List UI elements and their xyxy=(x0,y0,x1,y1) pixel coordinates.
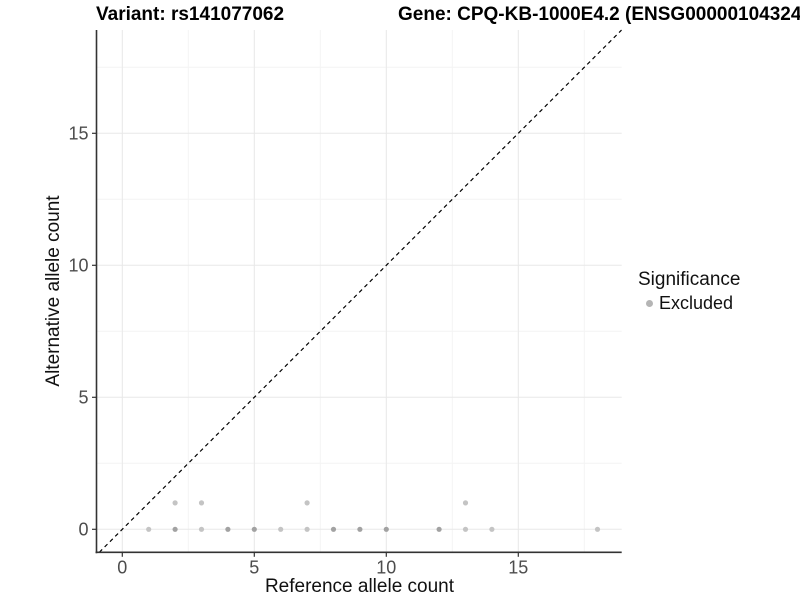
x-tick-label: 0 xyxy=(117,557,127,577)
data-point xyxy=(436,526,442,532)
data-point xyxy=(278,526,284,532)
legend-title: Significance xyxy=(638,269,741,290)
data-point xyxy=(489,526,495,532)
data-point xyxy=(330,526,337,532)
identity-line xyxy=(98,29,622,553)
data-point xyxy=(146,526,152,532)
data-point xyxy=(172,500,178,506)
x-tick-label: 5 xyxy=(249,557,259,577)
variant-title: Variant: rs141077062 xyxy=(96,4,285,25)
legend-item-label: Excluded xyxy=(659,293,734,313)
x-tick-label: 15 xyxy=(508,557,528,577)
data-point xyxy=(304,500,310,506)
data-point xyxy=(198,526,205,532)
data-point xyxy=(462,526,469,532)
data-point xyxy=(251,526,257,532)
y-axis-title: Alternative allele count xyxy=(43,195,64,387)
legend-item-excluded: Excluded xyxy=(638,293,740,313)
y-tick-label: 0 xyxy=(78,519,88,539)
data-point xyxy=(462,500,469,506)
y-tick-label: 10 xyxy=(68,255,88,275)
data-point xyxy=(172,526,178,532)
data-point xyxy=(198,500,205,506)
data-point xyxy=(357,526,363,532)
data-point xyxy=(304,526,310,532)
y-tick-label: 5 xyxy=(78,387,88,407)
legend: Significance Excluded xyxy=(638,269,740,313)
excluded-point-icon xyxy=(646,299,653,307)
data-point xyxy=(225,526,231,532)
data-point xyxy=(383,526,389,532)
x-tick-label: 10 xyxy=(376,557,396,577)
data-point xyxy=(594,526,601,532)
x-axis-title: Reference allele count xyxy=(264,576,455,597)
gene-title: Gene: CPQ-KB-1000E4.2 (ENSG00000104324 xyxy=(398,4,800,25)
y-tick-label: 15 xyxy=(68,123,88,143)
